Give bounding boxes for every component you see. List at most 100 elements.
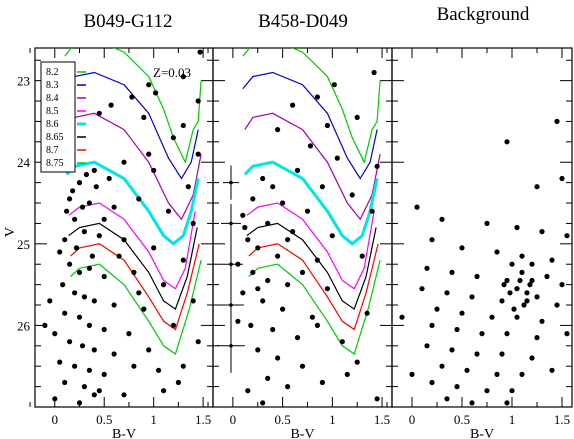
x-axis-label: B-V — [290, 427, 314, 439]
data-point — [519, 371, 525, 377]
data-point — [57, 249, 63, 255]
y-tick-label: 26 — [17, 318, 31, 333]
data-point — [439, 216, 445, 222]
y-tick-label: 23 — [17, 74, 30, 89]
data-point — [235, 261, 241, 267]
data-point — [504, 331, 510, 337]
data-point — [111, 204, 117, 210]
data-point — [245, 237, 251, 243]
data-point — [86, 322, 92, 328]
data-point — [195, 339, 201, 345]
data-point — [101, 273, 107, 280]
error-bar-center — [229, 303, 233, 307]
data-point — [111, 302, 117, 308]
isochrone-8.75 — [70, 259, 202, 355]
data-point — [509, 388, 515, 394]
data-point — [294, 335, 301, 341]
data-point — [371, 69, 377, 76]
data-point — [504, 277, 510, 284]
isochrone-8.3 — [64, 71, 199, 180]
data-point — [141, 306, 147, 312]
data-point — [67, 261, 73, 267]
data-point — [255, 347, 261, 353]
data-point — [180, 74, 186, 80]
data-point — [331, 82, 337, 88]
x-tick-label: 1.5 — [195, 412, 211, 427]
data-point — [250, 269, 256, 275]
data-point — [539, 318, 545, 324]
x-tick-label: 1 — [329, 412, 336, 427]
data-point — [240, 212, 246, 218]
data-point — [374, 163, 380, 169]
data-point — [270, 184, 276, 190]
data-point — [280, 200, 286, 206]
data-point — [86, 265, 92, 271]
data-point — [161, 282, 167, 288]
data-point — [534, 335, 540, 341]
error-bar-center — [229, 262, 233, 267]
data-point — [96, 110, 102, 116]
data-point — [429, 379, 435, 386]
data-point — [324, 286, 330, 292]
panels: 0 0.5 1 1.5 23 24 25 26 B-V 0 0.5 1 1.5 B-V 0 0.5 1 1.5 B-… — [17, 47, 573, 439]
data-point — [554, 118, 560, 124]
data-point — [564, 331, 570, 337]
data-point — [559, 282, 565, 288]
data-point — [106, 175, 112, 182]
data-point — [434, 306, 440, 312]
isochrone-8.65 — [246, 222, 377, 311]
data-point — [339, 339, 345, 345]
x-tick-label: 0 — [409, 412, 416, 427]
data-point — [299, 363, 306, 369]
data-point — [507, 290, 513, 296]
data-point — [190, 220, 196, 226]
data-point — [524, 290, 530, 296]
data-point — [290, 229, 296, 235]
data-point — [64, 208, 70, 214]
data-point — [170, 135, 176, 141]
x-tick-label: 1.5 — [374, 412, 390, 427]
isochrone-8.65 — [68, 222, 198, 311]
data-point — [374, 396, 380, 402]
data-point — [514, 314, 520, 320]
x-tick-label: 0.5 — [274, 412, 290, 427]
data-point — [564, 233, 570, 239]
data-point — [509, 261, 515, 267]
data-point — [464, 367, 470, 373]
data-point — [116, 253, 122, 259]
data-point — [504, 139, 510, 145]
data-point — [474, 273, 480, 280]
data-point — [285, 282, 291, 288]
data-point — [60, 282, 66, 288]
data-point — [275, 253, 281, 259]
data-point — [81, 294, 87, 300]
data-point — [86, 367, 92, 373]
panel-2: 0 0.5 1 1.5 B-V — [207, 47, 393, 439]
data-point — [165, 208, 172, 214]
data-point — [136, 196, 142, 202]
data-point — [275, 127, 281, 133]
data-point — [91, 167, 97, 173]
plot-content — [217, 48, 381, 406]
data-point — [524, 298, 530, 304]
data-point — [180, 257, 186, 263]
x-axis-label: B-V — [470, 427, 494, 439]
data-point — [121, 392, 127, 398]
legend-label-6: 8.65 — [46, 132, 64, 143]
data-point — [146, 347, 152, 353]
isochrone-8.3 — [242, 71, 378, 180]
data-point — [554, 302, 560, 308]
isochrone-8.5 — [65, 160, 200, 246]
data-point — [449, 269, 455, 275]
data-point — [81, 229, 87, 235]
data-point — [93, 184, 99, 190]
data-point — [79, 343, 86, 349]
data-point — [307, 143, 314, 149]
data-point — [81, 384, 87, 390]
x-tick-label: 0.5 — [96, 412, 112, 427]
legend-label-3: 8.4 — [46, 93, 59, 104]
data-point — [260, 298, 266, 304]
data-point — [146, 82, 152, 88]
data-point — [161, 388, 167, 394]
